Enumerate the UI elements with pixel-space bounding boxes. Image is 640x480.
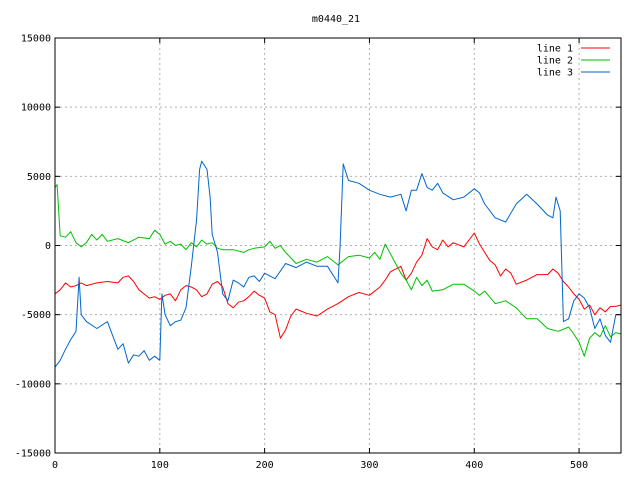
legend-label: line 1 — [537, 44, 573, 55]
series-lines — [54, 160, 622, 368]
chart-title: m0440_21 — [312, 14, 360, 25]
y-tick-label: 10000 — [21, 103, 51, 114]
y-tick-label: -10000 — [15, 379, 51, 390]
y-tick-label: -5000 — [21, 310, 51, 321]
legend-label: line 2 — [537, 56, 573, 67]
x-tick-label: 400 — [465, 460, 483, 471]
y-tick-label: -15000 — [15, 449, 51, 460]
x-tick-label: 500 — [570, 460, 588, 471]
legend-label: line 3 — [537, 68, 573, 79]
y-tick-label: 15000 — [21, 34, 51, 45]
y-tick-label: 5000 — [27, 172, 51, 183]
x-tick-label: 0 — [52, 460, 58, 471]
series-line-3 — [54, 160, 621, 368]
y-tick-label: 0 — [45, 241, 51, 252]
x-tick-label: 300 — [360, 460, 378, 471]
grid — [55, 38, 621, 453]
series-line-2 — [54, 184, 622, 357]
axes: 0 100 200 300 400 500 -15000 -10000 -5000 0 5000 10… — [15, 34, 621, 471]
x-tick-label: 100 — [151, 460, 169, 471]
x-tick-label: 200 — [256, 460, 274, 471]
series-line-1 — [54, 232, 622, 339]
